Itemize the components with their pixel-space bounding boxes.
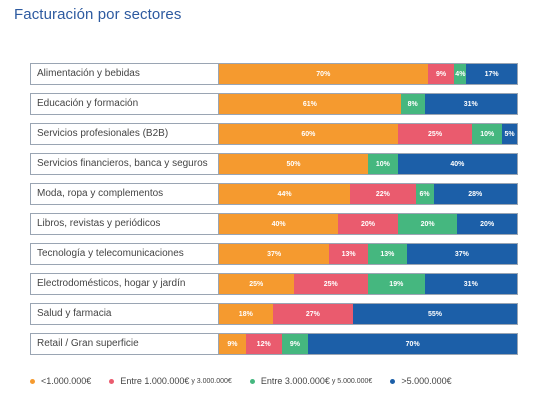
bar-segment: 20% <box>338 214 398 234</box>
bar-segment: 25% <box>219 274 294 294</box>
category-label: Servicios financieros, banca y seguros <box>30 153 219 175</box>
bar-track: 40% 20% 20% 20% <box>219 213 518 235</box>
bar-track: 25% 25% 19% 31% <box>219 273 518 295</box>
legend-swatch <box>390 378 396 384</box>
bar-track: 50% 10% 40% <box>219 153 518 175</box>
bar-segment: 20% <box>397 214 458 234</box>
bar-segment: 13% <box>367 244 407 264</box>
bar-track: 61% 8% 31% <box>219 93 518 115</box>
bar-segment: 9% <box>219 334 246 354</box>
bar-segment: 50% <box>219 154 368 174</box>
category-label: Electrodomésticos, hogar y jardín <box>30 273 219 295</box>
bar-segment: 70% <box>219 64 428 84</box>
bar-track: 44% 22% 6% 28% <box>219 183 518 205</box>
legend-swatch <box>30 378 35 384</box>
bar-segment: 20% <box>457 214 517 234</box>
bar-segment: 55% <box>353 304 517 324</box>
bar-segment: 44% <box>219 184 351 204</box>
bar-segment: 40% <box>219 214 339 234</box>
bar-track: 60% 25% 10% 5% <box>219 123 518 145</box>
bar-segment: 60% <box>219 124 398 144</box>
legend-label: Entre 3.000.000€ <box>260 376 330 386</box>
legend-item: Entre 1.000.000€ y 3.000.000€ <box>109 376 232 386</box>
bar-segment: 6% <box>415 184 434 204</box>
bar-track: 9% 12% 9% 70% <box>219 333 518 355</box>
bar-segment: 28% <box>433 184 517 204</box>
legend-item: <1.000.000€ <box>30 376 91 386</box>
bar-segment: 9% <box>281 334 309 354</box>
category-label: Tecnología y telecomunicaciones <box>30 243 219 265</box>
bar-segment: 10% <box>472 124 503 144</box>
chart-title: Facturación por sectores <box>14 6 182 23</box>
category-label: Retail / Gran superficie <box>30 333 219 355</box>
bar-track: 37% 13% 13% 37% <box>219 243 518 265</box>
bar-segment: 40% <box>397 154 517 174</box>
bar-segment: 61% <box>219 94 401 114</box>
legend-label-suffix: y 3.000.000€ <box>189 377 232 385</box>
legend-label: Entre 1.000.000€ <box>120 376 190 386</box>
bar-segment: 31% <box>424 94 517 114</box>
bar-segment: 37% <box>219 244 330 264</box>
category-label: Educación y formación <box>30 93 219 115</box>
bar-segment: 13% <box>329 244 368 264</box>
category-label: Servicios profesionales (B2B) <box>30 123 219 145</box>
bar-segment: 10% <box>368 154 398 174</box>
bar-segment: 19% <box>368 274 425 294</box>
category-label: Libros, revistas y periódicos <box>30 213 219 235</box>
bar-track: 18% 27% 55% <box>219 303 518 325</box>
bar-segment: 4% <box>454 64 467 84</box>
bar-segment: 5% <box>502 124 517 144</box>
bar-segment: 18% <box>219 304 273 324</box>
category-label: Salud y farmacia <box>30 303 219 325</box>
category-label: Moda, ropa y complementos <box>30 183 219 205</box>
bar-segment: 17% <box>466 64 517 84</box>
legend-swatch <box>249 378 255 384</box>
legend-label: <1.000.000€ <box>41 376 92 386</box>
bar-segment: 70% <box>308 334 517 354</box>
bar-segment: 27% <box>272 304 354 324</box>
bar-segment: 37% <box>406 244 517 264</box>
bar-segment: 22% <box>350 184 416 204</box>
bar-segment: 9% <box>427 64 455 84</box>
chart-legend: <1.000.000€ Entre 1.000.000€ y 3.000.000€… <box>30 376 530 386</box>
bar-segment: 25% <box>397 124 473 144</box>
legend-item: Entre 3.000.000€ y 5.000.000€ <box>249 376 373 386</box>
legend-item: >5.000.000€ <box>390 376 452 386</box>
bar-segment: 8% <box>400 94 425 114</box>
bar-segment: 12% <box>245 334 282 354</box>
bar-segment: 31% <box>424 274 517 294</box>
legend-label-suffix: y 5.000.000€ <box>329 377 373 385</box>
category-label: Alimentación y bebidas <box>30 63 219 85</box>
bar-segment: 25% <box>293 274 368 294</box>
legend-swatch <box>109 378 115 384</box>
legend-label: >5.000.000€ <box>401 376 452 386</box>
bar-track: 70% 9% 4% 17% <box>219 63 518 85</box>
